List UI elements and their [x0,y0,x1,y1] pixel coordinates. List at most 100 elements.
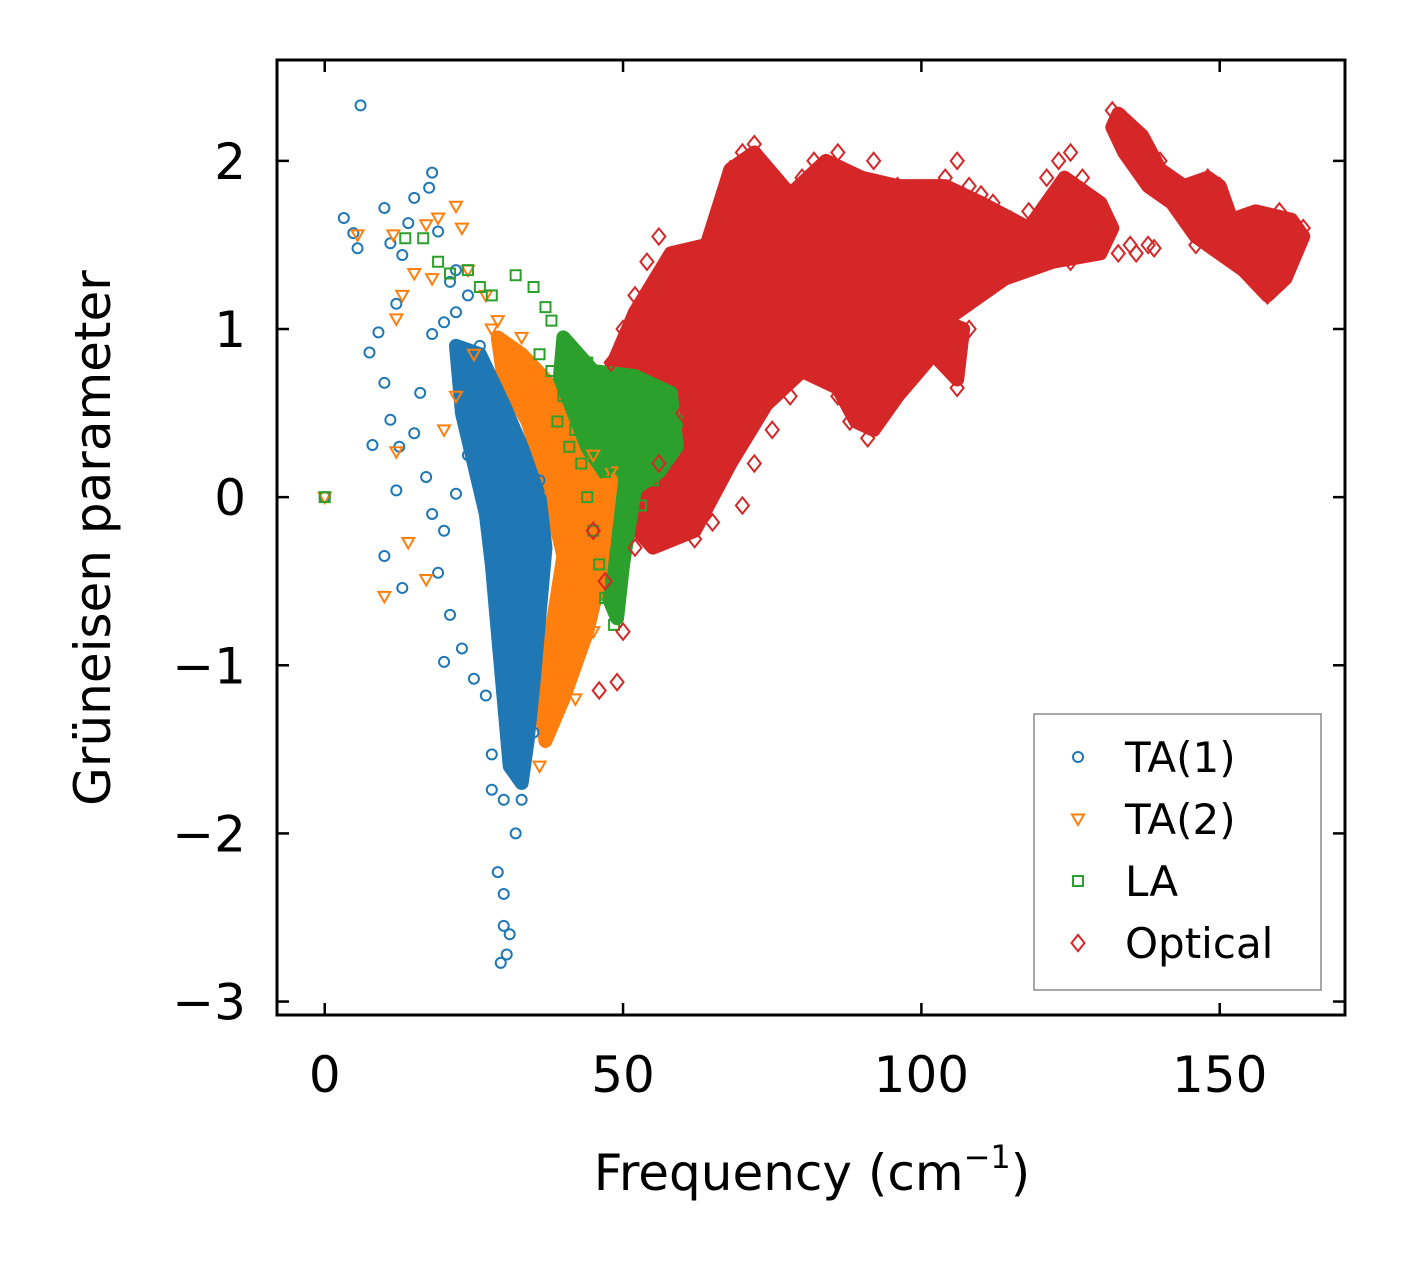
optical-density-tail [830,305,971,437]
la-point [617,440,630,453]
optical-point [842,235,858,255]
optical-point [985,193,1001,213]
la-point [652,390,665,403]
ta-1-point [491,575,504,588]
ta-1-point [497,793,510,806]
optical-point [698,268,715,289]
optical-point [746,134,763,154]
optical-density-upper [1105,106,1311,303]
ta-2-point [513,331,530,346]
ta-1-point [438,316,451,329]
ta-2-point [448,390,464,405]
la-point [399,232,412,245]
ta-1-point [494,956,507,969]
ta-1-point [497,919,510,932]
ta-1-point [491,866,504,879]
ta-2-point [376,590,393,605]
optical-point [806,151,822,171]
ta-2-point [567,592,584,607]
legend-label: LA [1125,857,1178,906]
y-tick-label: 2 [214,133,246,191]
optical-point [686,302,703,322]
ta-1-point [432,566,445,579]
ta-2-point [531,441,548,455]
ta-2-point [406,268,422,282]
axes [275,58,1347,1017]
optical-point [1283,226,1300,247]
y-tick-label: −1 [172,637,246,695]
la-point [599,592,612,605]
optical-point [674,403,691,423]
ta-2-point [388,313,405,327]
ta-1-point [414,386,427,399]
ta-2-point [567,693,584,707]
legend-marker [1070,933,1086,953]
ta-1-point [420,470,433,483]
ta-2-point [418,574,434,588]
ta-1-point [390,484,403,497]
x-tick-label: 100 [874,1046,969,1104]
optical-point [1074,167,1091,188]
optical-point [597,571,613,591]
optical-point [734,495,751,516]
optical-point [722,159,739,180]
optical-point [1110,243,1127,264]
ta-1-point [378,549,391,562]
ta-2-point [597,542,613,556]
optical-point [877,193,894,213]
ta-2-point [525,365,542,380]
la-point [432,255,445,268]
optical-point [937,310,954,331]
ta-1-point [351,242,364,255]
ta-2-point [537,735,554,749]
legend-marker [1072,875,1084,887]
optical-point [1128,134,1144,154]
ta-2-point [561,558,578,573]
x-axis-title: Frequency (cm−1) [594,1138,1031,1202]
ta-1-point [378,201,391,214]
legend-label: Optical [1125,919,1273,968]
y-tick-label: −2 [172,805,246,863]
optical-point [1038,167,1055,188]
optical-point [615,319,631,339]
ta-1-point [444,608,457,621]
optical-point [1062,252,1079,272]
ta-1-point [467,398,480,411]
optical-point [1271,268,1288,289]
ta-2-point [418,219,434,233]
la-point [318,491,331,504]
la-point [533,348,546,361]
optical-point [603,352,619,373]
optical-point [1050,151,1067,171]
ta-1-point [509,706,522,719]
ta-1-point [426,166,439,179]
ta-1-point [408,191,421,204]
la-point [461,264,474,277]
optical-point [901,201,918,222]
la-point [563,440,576,453]
la-point [444,267,457,280]
ta-1-point [515,760,528,773]
optical-point [782,193,798,213]
ta-2-point [430,212,446,227]
la-point [581,491,594,504]
ta-1-point [515,793,528,806]
ta-2-point [394,289,411,304]
ta-2-point [543,710,560,724]
optical-point [937,235,954,255]
ta-1-point [467,672,480,685]
optical-point [794,167,810,188]
optical-point [585,521,602,541]
optical-point [1140,159,1156,180]
optical-point [913,184,930,205]
optical-point [853,176,870,196]
optical-point [663,521,679,541]
optical-point [830,277,846,297]
ta-1-point [337,212,350,225]
optical-point [889,176,906,196]
x-axis-title-close: ) [1011,1144,1031,1202]
optical-point [770,252,786,272]
ta-2-point [555,542,572,556]
optical-point [913,226,930,247]
